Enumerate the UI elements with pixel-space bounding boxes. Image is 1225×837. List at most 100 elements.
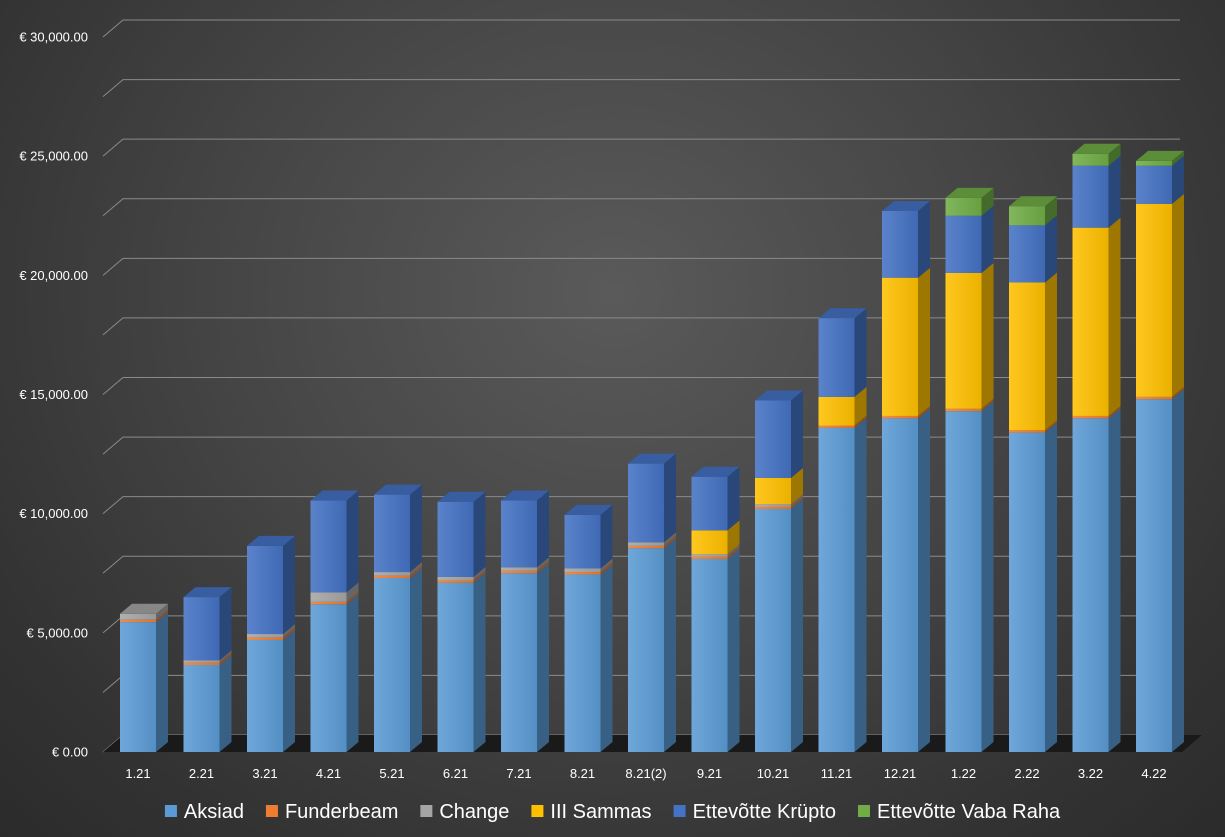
bar-side — [600, 504, 613, 569]
bar-side — [473, 572, 486, 752]
bar-segment — [183, 650, 232, 663]
bar-front — [183, 665, 220, 752]
bar-column-8.21 — [564, 504, 613, 752]
bar-segment — [183, 655, 232, 752]
bar-side — [219, 650, 232, 663]
bar-front — [818, 396, 855, 426]
bar-front — [755, 508, 791, 752]
bar-segment — [818, 386, 867, 426]
bar-front — [818, 425, 855, 428]
bar-front — [1136, 160, 1172, 166]
bar-side — [156, 609, 168, 623]
bar-side — [410, 484, 422, 573]
bar-top — [1009, 196, 1057, 207]
bar-front — [310, 601, 347, 605]
bar-front — [1009, 432, 1045, 752]
bar-side — [727, 520, 740, 555]
bar-segment — [691, 544, 740, 557]
bar-side — [346, 490, 359, 593]
bar-segment — [437, 566, 486, 581]
bar-side — [854, 415, 867, 428]
bar-segment — [564, 564, 613, 752]
bar-segment — [437, 570, 486, 583]
bar-column-10.21 — [755, 390, 803, 752]
x-tick-label: 1.21 — [125, 766, 150, 781]
bar-front — [691, 476, 728, 531]
bar-segment — [755, 498, 803, 752]
bar-front — [628, 463, 664, 543]
bar-front — [310, 500, 347, 593]
legend-label: Funderbeam — [285, 801, 398, 823]
bar-front — [564, 514, 601, 569]
bar-column-7.21 — [501, 490, 549, 752]
bar-front — [1009, 282, 1045, 431]
bar-side — [1172, 150, 1184, 166]
bar-side — [981, 187, 994, 216]
legend-item: III Sammas — [531, 801, 652, 823]
bar-segment — [374, 568, 422, 752]
x-tick-label: 9.21 — [697, 766, 722, 781]
bar-segment — [310, 594, 359, 752]
bar-column-1.22 — [945, 187, 994, 752]
bar-segment — [374, 562, 422, 576]
bar-segment — [1072, 217, 1121, 416]
bar-front — [882, 415, 918, 419]
bar-side — [1172, 193, 1184, 397]
bar-front — [628, 548, 664, 752]
bar-side — [1172, 389, 1184, 752]
bar-segment — [882, 200, 930, 278]
bar-side — [918, 267, 930, 416]
bar-side — [727, 546, 740, 559]
legend-swatch — [265, 805, 278, 817]
bar-side — [156, 612, 168, 752]
bar-segment — [1072, 155, 1121, 228]
bar-front — [183, 597, 220, 661]
bar-segment — [120, 603, 168, 620]
bar-segment — [1072, 143, 1121, 166]
bar-front — [1009, 206, 1045, 226]
bar-segment — [247, 535, 295, 635]
bar-front — [120, 619, 156, 623]
bar-front — [437, 580, 474, 583]
legend-item: Aksiad — [164, 801, 244, 823]
legend-label: III Sammas — [550, 801, 651, 823]
bar-front — [755, 400, 791, 478]
bar-segment — [501, 560, 549, 574]
bar-front — [1072, 227, 1109, 416]
bar-front — [945, 411, 982, 752]
bar-column-2.21 — [183, 587, 232, 752]
bar-segment — [818, 417, 867, 752]
bar-segment — [120, 609, 168, 623]
bar-front — [501, 500, 537, 568]
bar-side — [1172, 155, 1184, 204]
bar-side — [346, 591, 359, 605]
bar-side — [600, 558, 613, 573]
bar-segment — [564, 558, 613, 573]
bar-front — [1136, 203, 1172, 397]
bar-segment — [882, 408, 930, 752]
bar-side — [283, 627, 295, 640]
bar-segment — [1009, 420, 1057, 433]
bar-front — [564, 568, 601, 573]
bar-side — [854, 308, 867, 397]
bar-segment — [755, 494, 803, 507]
bar-segment — [628, 453, 676, 543]
bar-side — [1045, 215, 1057, 283]
bar-side — [346, 582, 359, 602]
bar-side — [1045, 420, 1057, 433]
bar-segment — [310, 582, 359, 602]
x-tick-label: 8.21(2) — [625, 766, 666, 781]
bar-front — [691, 554, 728, 557]
y-tick-label: € 20,000.00 — [19, 268, 88, 283]
bar-front — [374, 575, 410, 579]
bar-front — [691, 530, 728, 555]
bar-segment — [691, 548, 740, 752]
bar-segment — [1136, 389, 1184, 752]
bar-segment — [501, 563, 549, 752]
bar-front — [1136, 399, 1172, 752]
legend-swatch — [531, 805, 544, 817]
bar-column-3.22 — [1072, 143, 1121, 752]
bar-top — [882, 200, 930, 211]
bar-side — [410, 565, 422, 579]
